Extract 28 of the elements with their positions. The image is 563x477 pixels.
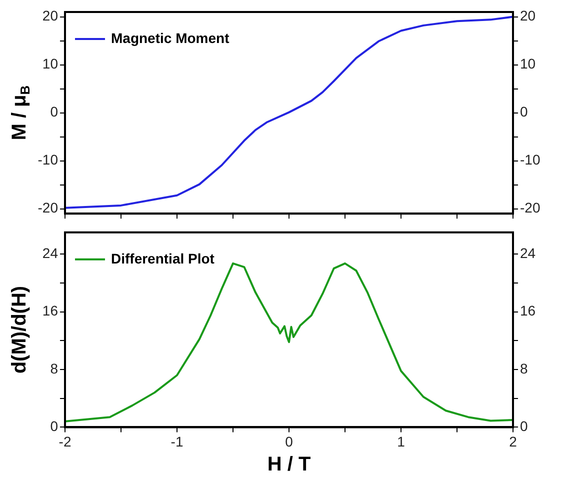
y2-tick-label: -20 [520, 200, 540, 216]
x-tick-label: 2 [509, 433, 518, 450]
y-tick-label: 10 [42, 56, 58, 72]
legend-label: Differential Plot [111, 250, 215, 266]
y2-tick-label: 10 [520, 56, 536, 72]
y2-tick-label: 0 [520, 418, 528, 434]
legend-label: Magnetic Moment [111, 30, 230, 46]
y-tick-label: 20 [42, 8, 58, 24]
x-tick-label: -2 [58, 433, 72, 450]
y-tick-label: 0 [50, 418, 58, 434]
y-tick-label: -20 [38, 200, 58, 216]
y2-tick-label: -10 [520, 152, 540, 168]
x-tick-label: -1 [170, 433, 184, 450]
y2-tick-label: 8 [520, 360, 528, 376]
y-axis-title: d(M)/d(H) [8, 286, 31, 374]
y-tick-label: -10 [38, 152, 58, 168]
y-axis-title: M / μB [8, 85, 33, 140]
x-tick-label: 0 [285, 433, 294, 450]
y2-tick-label: 0 [520, 104, 528, 120]
y2-tick-label: 24 [520, 244, 536, 261]
x-tick-label: 1 [397, 433, 406, 450]
y-tick-label: 8 [50, 360, 58, 376]
y-tick-label: 24 [42, 244, 58, 261]
y2-tick-label: 20 [520, 8, 536, 24]
y-tick-label: 0 [50, 104, 58, 120]
y-tick-label: 16 [42, 302, 58, 319]
y2-tick-label: 16 [520, 302, 536, 319]
x-axis-title: H / T [267, 454, 311, 476]
